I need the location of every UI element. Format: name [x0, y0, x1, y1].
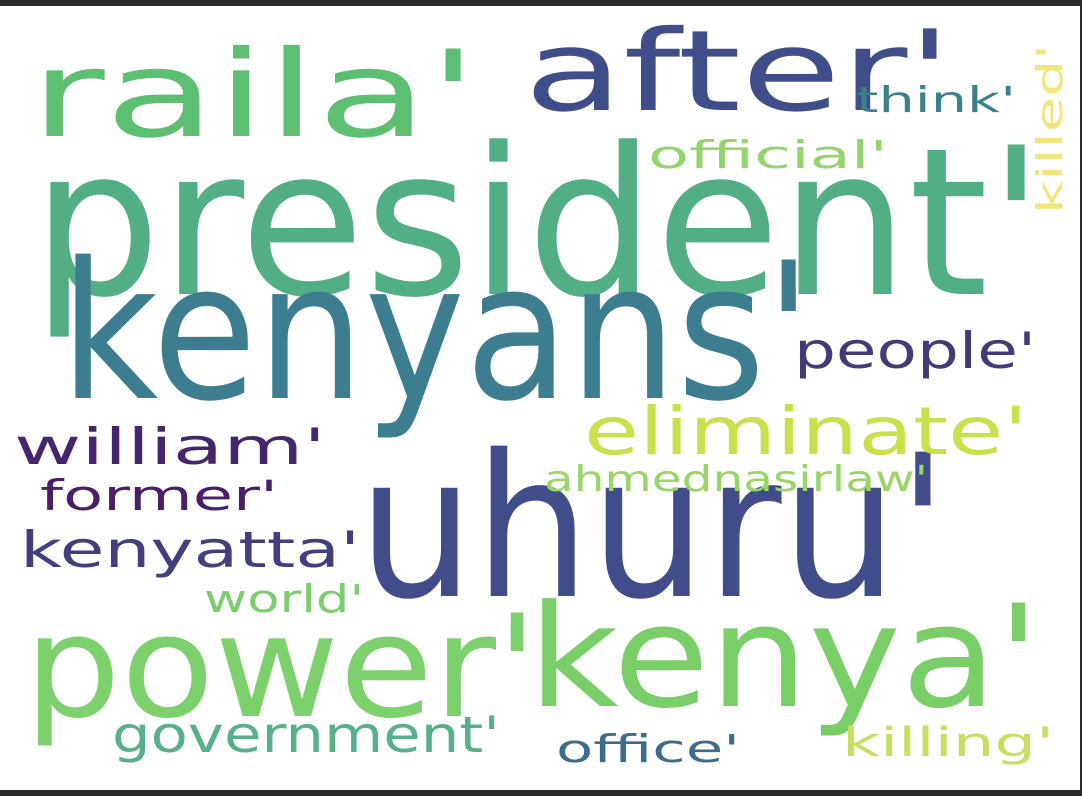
- word-cloud: president' kenyans' uhuru' power' kenya'…: [14, 7, 1071, 771]
- word-killed: killed': [1030, 44, 1071, 214]
- word-think: think': [856, 80, 1016, 121]
- word-official: official': [648, 133, 888, 177]
- word-president: president': [32, 105, 1044, 343]
- word-cloud-frame: president' kenyans' uhuru' power' kenya'…: [0, 6, 1080, 790]
- word-after: after': [524, 7, 952, 137]
- word-power: power': [24, 585, 538, 750]
- word-government: government': [112, 706, 500, 764]
- word-ahmednasirlaw: ahmednasirlaw': [544, 459, 928, 500]
- word-kenyans: kenyans': [60, 222, 812, 443]
- word-raila: raila': [30, 26, 478, 165]
- word-killing: killing': [842, 720, 1054, 766]
- word-william: william': [14, 418, 326, 476]
- word-former: former': [40, 471, 278, 520]
- word-eliminate: eliminate': [584, 393, 1028, 470]
- word-uhuru: uhuru': [358, 412, 948, 643]
- word-kenyatta: kenyatta': [20, 521, 360, 579]
- word-world: world': [204, 577, 364, 621]
- word-people: people': [794, 322, 1036, 380]
- word-kenya: kenya': [528, 575, 1040, 740]
- word-office: office': [556, 727, 740, 771]
